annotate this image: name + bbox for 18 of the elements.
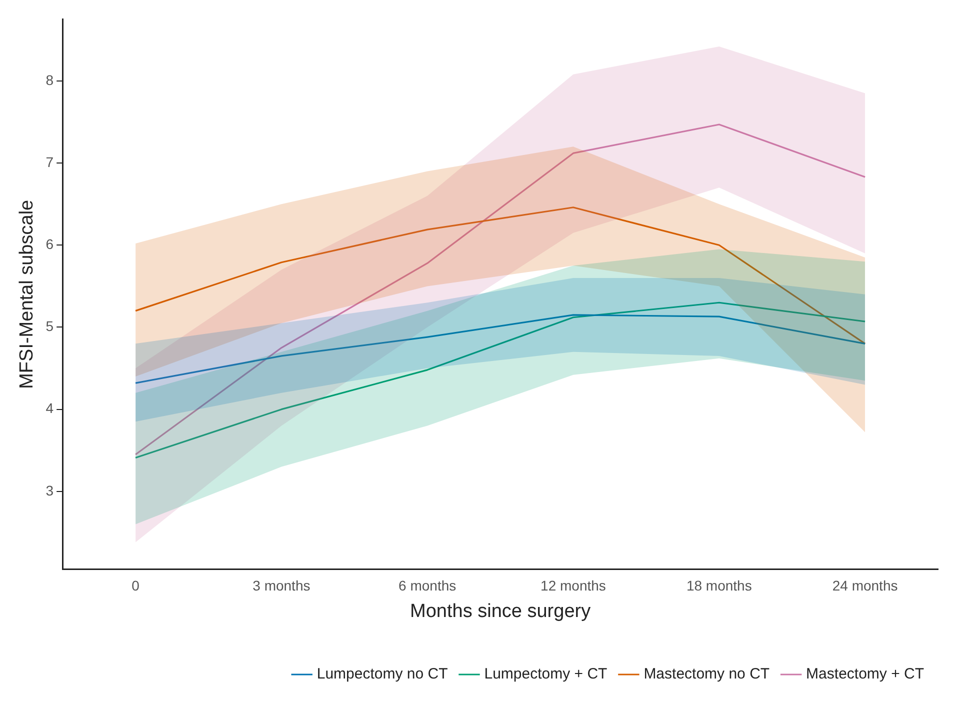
y-tick-label: 4 [46,400,54,416]
legend-label: Mastectomy + CT [806,666,924,683]
x-tick-label: 3 months [252,578,310,594]
legend-label: Lumpectomy no CT [316,666,448,683]
y-tick-label: 6 [46,236,54,252]
y-axis-title: MFSI-Mental subscale [16,200,38,389]
x-tick-label: 0 [132,578,140,594]
legend-label: Lumpectomy + CT [484,666,608,683]
x-tick-label: 18 months [686,578,752,594]
y-tick-label: 3 [46,482,54,498]
x-axis-title: Months since surgery [410,600,592,622]
y-tick-label: 5 [46,318,54,334]
y-tick-label: 7 [46,154,54,170]
x-tick-label: 24 months [832,578,898,594]
legend-label: Mastectomy no CT [644,666,770,683]
x-tick-label: 12 months [540,578,606,594]
y-tick-label: 8 [46,72,54,88]
x-tick-label: 6 months [398,578,456,594]
